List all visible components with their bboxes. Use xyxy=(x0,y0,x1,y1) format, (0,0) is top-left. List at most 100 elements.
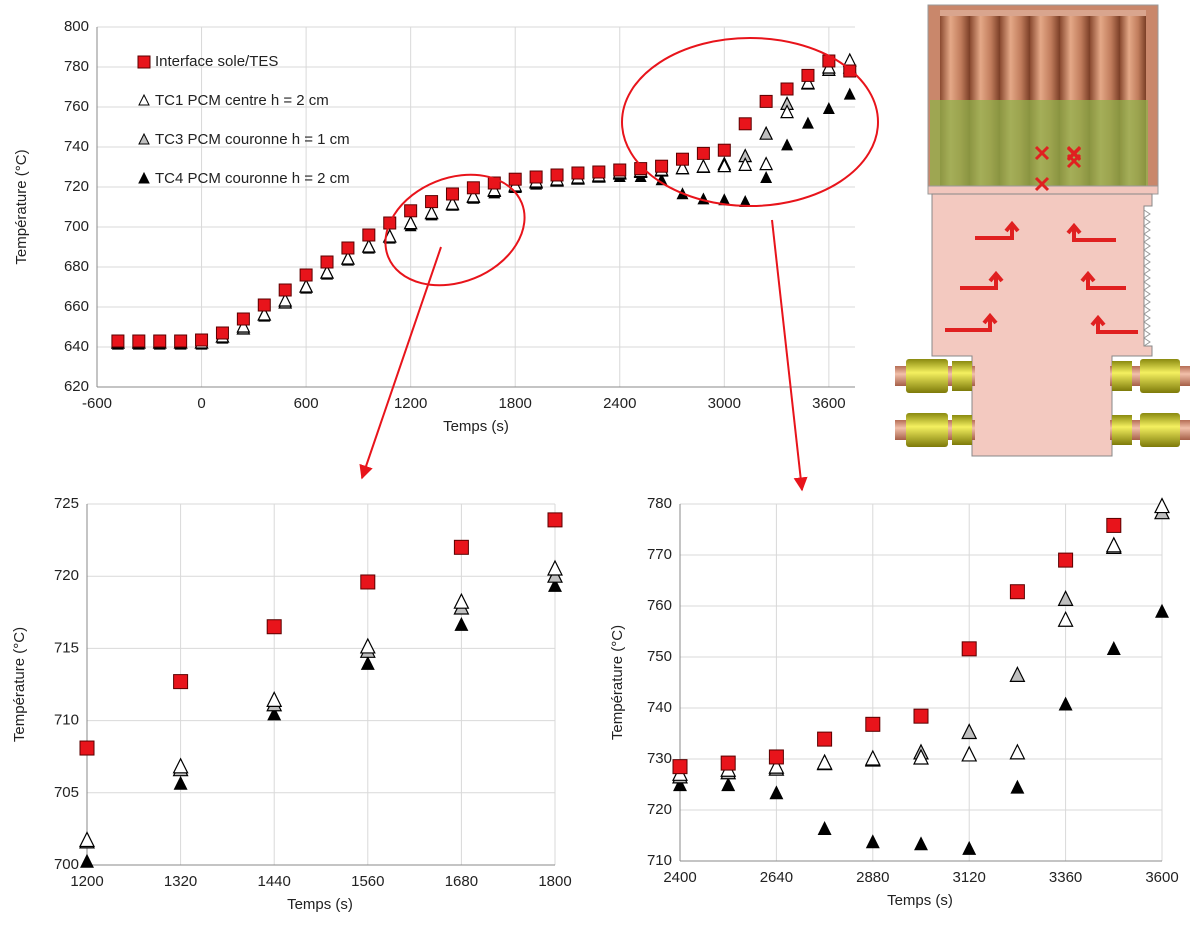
data-point xyxy=(1058,696,1073,711)
zoom-ellipse xyxy=(621,37,879,207)
x-axis-label: Temps (s) xyxy=(443,418,509,435)
x-tick-label: 1440 xyxy=(258,873,291,890)
data-point xyxy=(817,731,833,747)
y-tick-label: 700 xyxy=(64,218,89,235)
data-point xyxy=(801,68,815,82)
data-point xyxy=(864,749,881,766)
data-point xyxy=(257,306,272,321)
data-point xyxy=(320,255,334,269)
data-point xyxy=(759,94,773,108)
data-point xyxy=(816,753,833,770)
data-point xyxy=(424,205,439,219)
y-tick-label: 720 xyxy=(647,801,672,818)
data-point xyxy=(548,577,562,592)
y-tick-label: 720 xyxy=(54,567,79,584)
data-point xyxy=(842,52,857,67)
x-tick-label: 2880 xyxy=(856,869,889,886)
data-point xyxy=(299,268,313,282)
x-tick-label: 3600 xyxy=(1145,869,1178,886)
data-point xyxy=(759,156,774,171)
x-tick-label: 600 xyxy=(294,395,319,412)
y-tick-label: 620 xyxy=(64,378,89,395)
data-point xyxy=(817,821,832,835)
data-point xyxy=(1009,584,1025,600)
data-point xyxy=(153,334,167,348)
data-point xyxy=(79,740,95,756)
x-tick-label: 0 xyxy=(197,395,205,412)
legend-label: TC3 PCM couronne h = 1 cm xyxy=(155,131,350,148)
data-point xyxy=(1057,610,1074,627)
data-point xyxy=(738,157,753,171)
y-axis-label: Température (°C) xyxy=(13,149,30,264)
y-tick-label: 660 xyxy=(64,298,89,315)
x-tick-label: 2400 xyxy=(663,869,696,886)
data-point xyxy=(961,641,977,657)
data-point xyxy=(655,159,669,173)
y-tick-label: 740 xyxy=(64,138,89,155)
data-point xyxy=(80,853,94,868)
data-point xyxy=(1010,779,1025,794)
y-tick-label: 780 xyxy=(647,495,672,512)
data-point xyxy=(865,834,880,849)
data-point xyxy=(550,168,564,182)
data-point xyxy=(278,283,292,297)
legend-label: TC4 PCM couronne h = 2 cm xyxy=(155,170,350,187)
data-point xyxy=(780,82,794,96)
data-point xyxy=(781,138,794,151)
y-tick-label: 710 xyxy=(54,712,79,729)
data-point xyxy=(445,195,460,210)
charts: 620 640 660 680 700 720 740 760 780 800 -600 0 600 12… xyxy=(11,18,1179,913)
x-tick-label: 1680 xyxy=(445,873,478,890)
data-point xyxy=(320,264,334,279)
x-tick-label: 3360 xyxy=(1049,869,1082,886)
y-tick-label: 760 xyxy=(64,98,89,115)
data-point xyxy=(404,204,418,218)
data-point xyxy=(453,539,469,555)
data-point xyxy=(769,785,784,800)
data-point xyxy=(760,171,773,183)
data-point xyxy=(1106,517,1122,533)
tes-lid xyxy=(940,10,1146,16)
data-point xyxy=(913,748,929,765)
data-point xyxy=(696,146,710,160)
x-tick-label: 3600 xyxy=(812,395,845,412)
sole xyxy=(927,185,1159,195)
data-point xyxy=(266,691,283,707)
data-point xyxy=(299,278,314,293)
data-point xyxy=(173,674,189,690)
legend-label: Interface sole/TES xyxy=(155,53,278,70)
data-point xyxy=(236,318,251,333)
x-tick-label: 1560 xyxy=(351,873,384,890)
data-point xyxy=(1058,552,1074,568)
data-point xyxy=(717,158,732,173)
data-point xyxy=(1155,603,1169,618)
x-tick-label: 1800 xyxy=(499,395,532,412)
legend-marker xyxy=(138,132,150,145)
data-point xyxy=(961,723,978,740)
data-point xyxy=(111,334,125,348)
data-point xyxy=(360,574,376,590)
y-axis-label: Température (°C) xyxy=(11,627,28,742)
data-point xyxy=(341,241,355,255)
y-tick-label: 750 xyxy=(647,648,672,665)
data-point xyxy=(961,745,978,762)
data-point xyxy=(1057,590,1074,606)
data-point xyxy=(215,326,229,340)
x-tick-label: 1320 xyxy=(164,873,197,890)
y-tick-label: 730 xyxy=(647,750,672,767)
data-point xyxy=(508,172,522,186)
data-point xyxy=(1106,641,1121,655)
data-point xyxy=(571,166,585,180)
pcm-zone xyxy=(930,100,1148,188)
data-point xyxy=(738,117,752,131)
y-tick-label: 725 xyxy=(54,495,79,512)
data-point xyxy=(1009,666,1026,682)
data-point xyxy=(195,333,209,347)
data-point xyxy=(382,228,397,243)
data-point xyxy=(466,188,481,203)
data-point xyxy=(466,181,480,195)
data-point xyxy=(453,592,470,609)
y-tick-label: 770 xyxy=(647,546,672,563)
data-point xyxy=(717,143,731,157)
